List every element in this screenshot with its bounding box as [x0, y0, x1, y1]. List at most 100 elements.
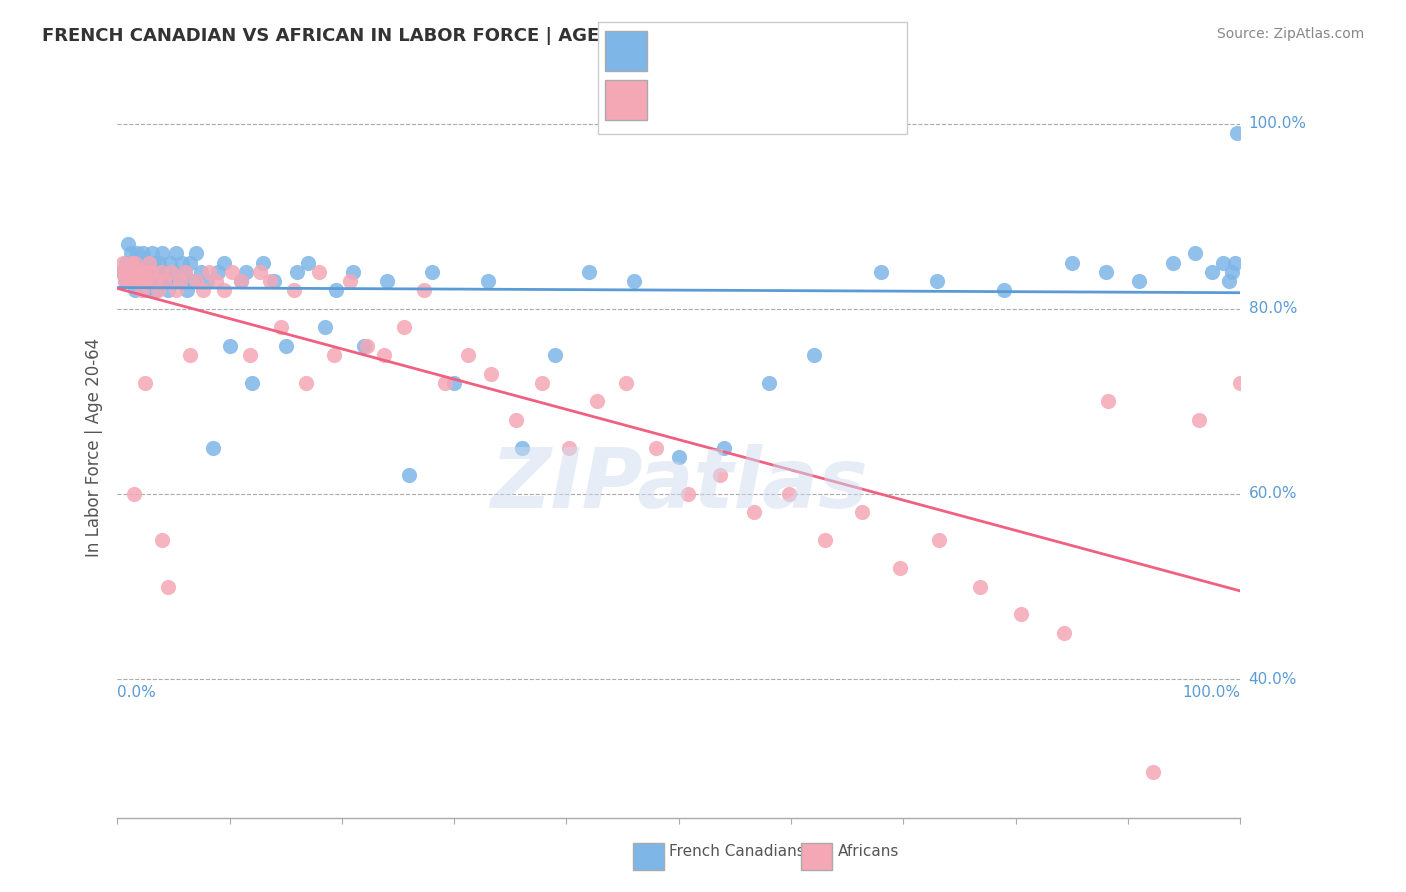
Point [239, 348, 262, 362]
Point [124, 283, 146, 297]
Y-axis label: In Labor Force | Age 20-64: In Labor Force | Age 20-64 [86, 338, 103, 558]
Point [477, 274, 499, 288]
Text: 0.0%: 0.0% [117, 685, 156, 699]
Text: 100.0%: 100.0% [1249, 116, 1306, 131]
Point [138, 274, 160, 288]
Point [614, 376, 637, 390]
Point [142, 274, 165, 288]
Point [1010, 607, 1032, 622]
Text: French Canadians: French Canadians [669, 845, 806, 859]
Point [160, 265, 183, 279]
Point [198, 265, 221, 279]
Point [212, 255, 235, 269]
Point [398, 468, 420, 483]
Point [110, 265, 132, 279]
Point [165, 283, 187, 297]
Point [443, 376, 465, 390]
Point [173, 265, 195, 279]
Point [150, 265, 173, 279]
Point [668, 450, 690, 464]
Point [150, 533, 173, 548]
Point [129, 265, 152, 279]
Point [229, 274, 252, 288]
Point [179, 255, 201, 269]
Point [252, 255, 274, 269]
Point [1060, 255, 1083, 269]
Point [993, 283, 1015, 297]
Point [159, 255, 181, 269]
Point [510, 441, 533, 455]
Point [146, 265, 169, 279]
Point [111, 255, 134, 269]
Point [356, 339, 378, 353]
Point [139, 265, 162, 279]
Point [169, 274, 191, 288]
Point [190, 265, 212, 279]
Point [165, 246, 187, 260]
Point [814, 533, 837, 548]
Point [207, 265, 229, 279]
Point [124, 255, 146, 269]
Point [184, 246, 207, 260]
Point [125, 265, 148, 279]
Point [1188, 413, 1211, 427]
Point [645, 441, 668, 455]
Point [283, 283, 305, 297]
Point [139, 265, 162, 279]
Point [373, 348, 395, 362]
Point [111, 265, 134, 279]
Point [131, 283, 153, 297]
Point [176, 283, 198, 297]
Point [889, 561, 911, 575]
Point [1222, 265, 1244, 279]
Point [156, 580, 179, 594]
Point [870, 265, 893, 279]
Point [578, 265, 600, 279]
Point [205, 274, 228, 288]
Point [173, 265, 195, 279]
Text: 40.0%: 40.0% [1249, 672, 1296, 687]
Text: Africans: Africans [838, 845, 900, 859]
Point [969, 580, 991, 594]
Point [135, 255, 157, 269]
Point [434, 376, 457, 390]
Point [709, 468, 731, 483]
Point [375, 274, 398, 288]
Point [1142, 764, 1164, 779]
Point [235, 265, 257, 279]
Point [505, 413, 527, 427]
Point [274, 339, 297, 353]
Point [139, 255, 162, 269]
Point [420, 265, 443, 279]
Point [412, 283, 434, 297]
Point [1128, 274, 1150, 288]
Point [212, 283, 235, 297]
Point [803, 348, 825, 362]
Point [155, 274, 177, 288]
Text: ZIPatlas: ZIPatlas [489, 444, 868, 525]
Text: R =  0.029   N = 90: R = 0.029 N = 90 [658, 40, 834, 58]
Point [585, 394, 607, 409]
Point [314, 320, 336, 334]
Point [122, 274, 145, 288]
Point [115, 255, 138, 269]
Point [928, 533, 950, 548]
Point [1094, 265, 1116, 279]
Point [297, 255, 319, 269]
Point [156, 283, 179, 297]
Point [131, 274, 153, 288]
Point [530, 376, 553, 390]
Point [295, 376, 318, 390]
Text: 60.0%: 60.0% [1249, 486, 1298, 501]
Point [122, 274, 145, 288]
Point [1226, 126, 1249, 140]
Point [134, 265, 156, 279]
Point [134, 376, 156, 390]
Point [153, 274, 176, 288]
Point [263, 274, 285, 288]
Point [121, 265, 143, 279]
Point [201, 441, 224, 455]
Point [676, 487, 699, 501]
Point [229, 274, 252, 288]
Point [323, 348, 346, 362]
